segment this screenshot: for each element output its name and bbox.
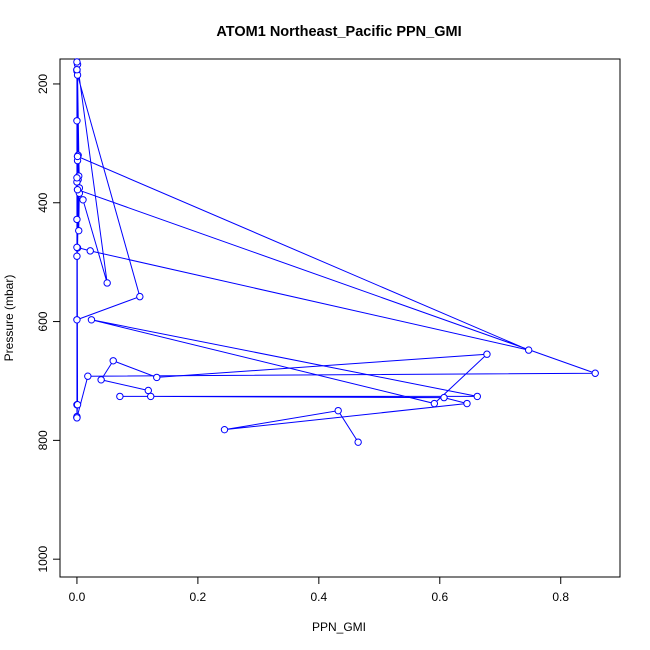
y-tick-label: 200 [36, 74, 50, 94]
data-point [86, 247, 94, 255]
data-point [73, 316, 81, 324]
data-point [473, 392, 481, 401]
data-point [73, 185, 82, 194]
y-axis: 200 400 600 800 1000 [36, 74, 61, 573]
series-lines [76, 61, 596, 443]
data-point [116, 392, 124, 401]
data-point [79, 196, 87, 204]
data-point [87, 316, 96, 324]
data-point [73, 174, 81, 182]
plot-frame [59, 58, 621, 578]
data-point [109, 357, 117, 365]
x-tick-label: 0.4 [310, 590, 327, 604]
x-tick-label: 0.0 [69, 590, 86, 604]
x-tick-label: 0.2 [190, 590, 207, 604]
data-point [430, 399, 439, 408]
x-axis-label: PPN_GMI [312, 620, 366, 634]
data-point [144, 386, 152, 395]
data-point [103, 279, 111, 287]
y-axis-label: Pressure (mbar) [2, 275, 16, 362]
data-point [147, 392, 155, 401]
chart-title: ATOM1 Northeast_Pacific PPN_GMI [216, 24, 461, 40]
data-point [524, 346, 533, 354]
y-tick-label: 1000 [36, 546, 50, 573]
data-point [75, 226, 83, 235]
data-point [334, 406, 342, 415]
x-tick-label: 0.6 [431, 590, 448, 604]
data-point [73, 58, 81, 66]
data-point [84, 372, 92, 380]
data-points [73, 58, 599, 446]
data-point [220, 425, 229, 434]
data-point [153, 373, 161, 382]
data-point [97, 376, 105, 384]
series-line [91, 319, 489, 443]
data-point [73, 215, 81, 224]
data-point [73, 243, 81, 252]
data-point [136, 292, 144, 301]
x-axis: 0.0 0.2 0.4 0.6 0.8 [69, 576, 569, 604]
data-point [440, 393, 448, 402]
data-point [354, 438, 362, 446]
data-point [73, 117, 81, 125]
y-tick-label: 400 [36, 192, 50, 212]
data-point [73, 414, 81, 422]
data-point [73, 401, 82, 409]
data-point [73, 65, 81, 74]
x-tick-label: 0.8 [552, 590, 569, 604]
data-point [73, 152, 82, 161]
y-tick-label: 600 [36, 311, 50, 331]
data-point [463, 399, 471, 408]
y-tick-label: 800 [36, 430, 50, 450]
data-point [591, 369, 599, 377]
data-point [483, 350, 491, 358]
data-point [73, 252, 81, 260]
